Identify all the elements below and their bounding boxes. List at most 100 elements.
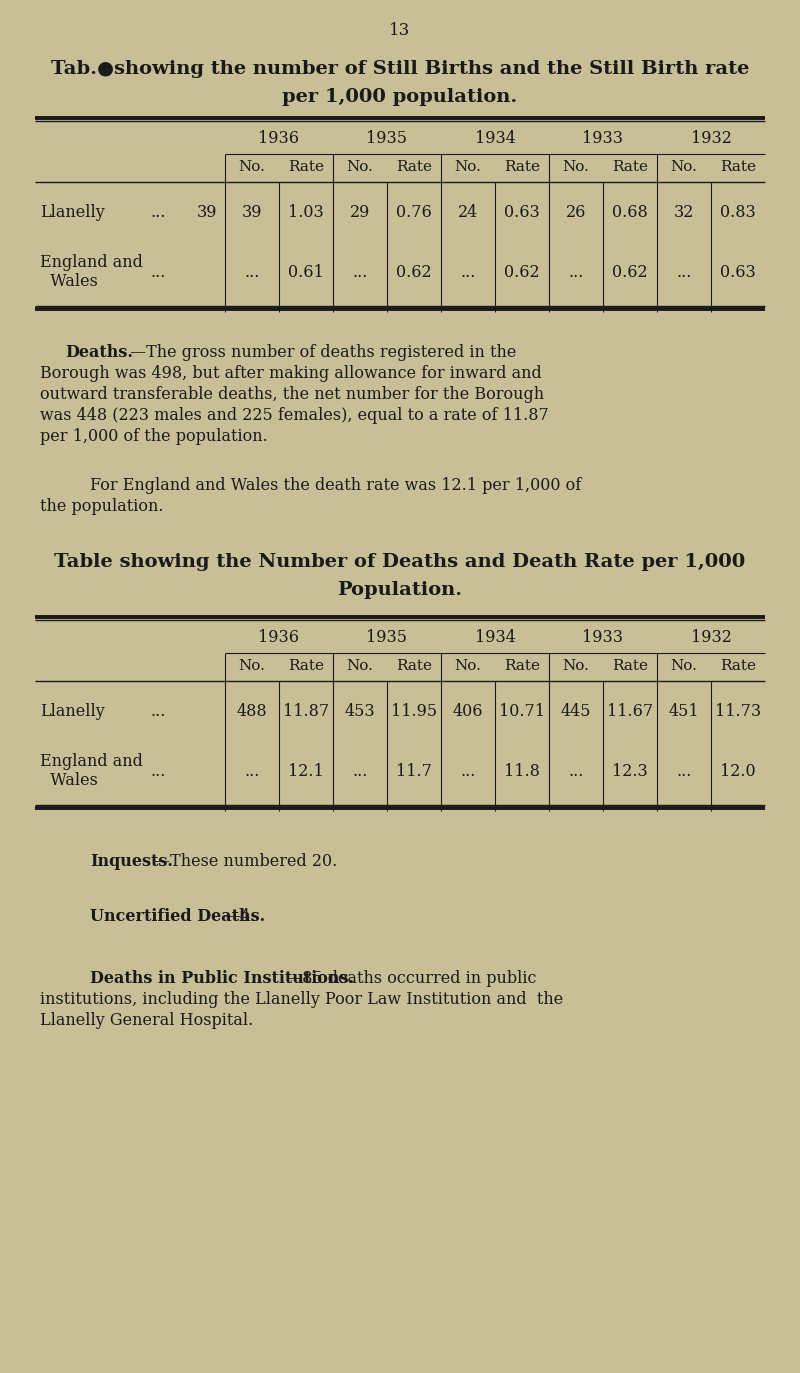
Text: 406: 406 — [453, 703, 483, 719]
Text: 1936: 1936 — [258, 629, 299, 647]
Text: 12.0: 12.0 — [720, 763, 756, 780]
Text: 11.87: 11.87 — [283, 703, 329, 719]
Text: ...: ... — [352, 264, 368, 281]
Text: No.: No. — [562, 659, 590, 673]
Text: 26: 26 — [566, 205, 586, 221]
Text: No.: No. — [454, 161, 482, 174]
Text: Table showing the Number of Deaths and Death Rate per 1,000: Table showing the Number of Deaths and D… — [54, 553, 746, 571]
Text: 0.63: 0.63 — [720, 264, 756, 281]
Text: Rate: Rate — [504, 659, 540, 673]
Text: 488: 488 — [237, 703, 267, 719]
Text: 1935: 1935 — [366, 130, 407, 147]
Text: per 1,000 population.: per 1,000 population. — [282, 88, 518, 106]
Text: Llanelly: Llanelly — [40, 703, 105, 719]
Text: 1932: 1932 — [690, 629, 731, 647]
Text: Llanelly General Hospital.: Llanelly General Hospital. — [40, 1012, 254, 1028]
Text: No.: No. — [670, 161, 698, 174]
Text: ...: ... — [568, 763, 584, 780]
Text: 32: 32 — [674, 205, 694, 221]
Text: 11.67: 11.67 — [607, 703, 653, 719]
Text: institutions, including the Llanelly Poor Law Institution and  the: institutions, including the Llanelly Poo… — [40, 991, 563, 1008]
Text: No.: No. — [454, 659, 482, 673]
Text: Wales: Wales — [40, 273, 98, 290]
Text: outward transferable deaths, the net number for the Borough: outward transferable deaths, the net num… — [40, 386, 544, 404]
Text: 39: 39 — [242, 205, 262, 221]
Text: 0.83: 0.83 — [720, 205, 756, 221]
Text: 1.03: 1.03 — [288, 205, 324, 221]
Text: was 448 (223 males and 225 females), equal to a rate of 11.87: was 448 (223 males and 225 females), equ… — [40, 406, 549, 424]
Text: Rate: Rate — [396, 161, 432, 174]
Text: 13: 13 — [390, 22, 410, 38]
Text: 24: 24 — [458, 205, 478, 221]
Text: No.: No. — [238, 161, 266, 174]
Text: 39: 39 — [197, 205, 217, 221]
Text: —4.: —4. — [224, 908, 255, 925]
Text: Rate: Rate — [396, 659, 432, 673]
Text: 11.7: 11.7 — [396, 763, 432, 780]
Text: Rate: Rate — [720, 161, 756, 174]
Text: No.: No. — [346, 659, 374, 673]
Text: No.: No. — [238, 659, 266, 673]
Text: 1932: 1932 — [690, 130, 731, 147]
Text: 0.61: 0.61 — [288, 264, 324, 281]
Text: per 1,000 of the population.: per 1,000 of the population. — [40, 428, 268, 445]
Text: 11.95: 11.95 — [391, 703, 437, 719]
Text: 1936: 1936 — [258, 130, 299, 147]
Text: ...: ... — [568, 264, 584, 281]
Text: 0.62: 0.62 — [396, 264, 432, 281]
Text: No.: No. — [562, 161, 590, 174]
Text: Rate: Rate — [612, 161, 648, 174]
Text: ...: ... — [460, 264, 476, 281]
Text: England and: England and — [40, 254, 143, 270]
Text: Rate: Rate — [504, 161, 540, 174]
Text: ...: ... — [244, 264, 260, 281]
Text: Inquests.: Inquests. — [90, 853, 173, 870]
Text: Rate: Rate — [288, 659, 324, 673]
Text: —85 deaths occurred in public: —85 deaths occurred in public — [286, 969, 537, 987]
Text: 0.76: 0.76 — [396, 205, 432, 221]
Text: 29: 29 — [350, 205, 370, 221]
Text: Rate: Rate — [288, 161, 324, 174]
Text: 1933: 1933 — [582, 629, 623, 647]
Text: ...: ... — [150, 703, 166, 719]
Text: ...: ... — [244, 763, 260, 780]
Text: No.: No. — [346, 161, 374, 174]
Text: 12.1: 12.1 — [288, 763, 324, 780]
Text: 1935: 1935 — [366, 629, 407, 647]
Text: 445: 445 — [561, 703, 591, 719]
Text: 453: 453 — [345, 703, 375, 719]
Text: Rate: Rate — [612, 659, 648, 673]
Text: —The gross number of deaths registered in the: —The gross number of deaths registered i… — [130, 345, 516, 361]
Text: the population.: the population. — [40, 498, 163, 515]
Text: 451: 451 — [669, 703, 699, 719]
Text: Deaths in Public Institutions.: Deaths in Public Institutions. — [90, 969, 354, 987]
Text: ...: ... — [676, 763, 692, 780]
Text: 0.62: 0.62 — [504, 264, 540, 281]
Text: Deaths.: Deaths. — [65, 345, 133, 361]
Text: Tab.●showing the number of Still Births and the Still Birth rate: Tab.●showing the number of Still Births … — [51, 60, 749, 78]
Text: 0.62: 0.62 — [612, 264, 648, 281]
Text: 1934: 1934 — [474, 629, 515, 647]
Text: No.: No. — [670, 659, 698, 673]
Text: ...: ... — [352, 763, 368, 780]
Text: 0.68: 0.68 — [612, 205, 648, 221]
Text: ...: ... — [150, 264, 166, 281]
Text: 11.8: 11.8 — [504, 763, 540, 780]
Text: Rate: Rate — [720, 659, 756, 673]
Text: For England and Wales the death rate was 12.1 per 1,000 of: For England and Wales the death rate was… — [90, 476, 582, 494]
Text: —These numbered 20.: —These numbered 20. — [154, 853, 338, 870]
Text: 1933: 1933 — [582, 130, 623, 147]
Text: 11.73: 11.73 — [715, 703, 761, 719]
Text: 10.71: 10.71 — [499, 703, 545, 719]
Text: Borough was 498, but after making allowance for inward and: Borough was 498, but after making allowa… — [40, 365, 542, 382]
Text: Uncertified Deaths.: Uncertified Deaths. — [90, 908, 265, 925]
Text: 1934: 1934 — [474, 130, 515, 147]
Text: 12.3: 12.3 — [612, 763, 648, 780]
Text: ...: ... — [460, 763, 476, 780]
Text: Wales: Wales — [40, 772, 98, 789]
Text: Population.: Population. — [338, 581, 462, 599]
Text: Llanelly: Llanelly — [40, 205, 105, 221]
Text: 0.63: 0.63 — [504, 205, 540, 221]
Text: ...: ... — [150, 763, 166, 780]
Text: ...: ... — [150, 205, 166, 221]
